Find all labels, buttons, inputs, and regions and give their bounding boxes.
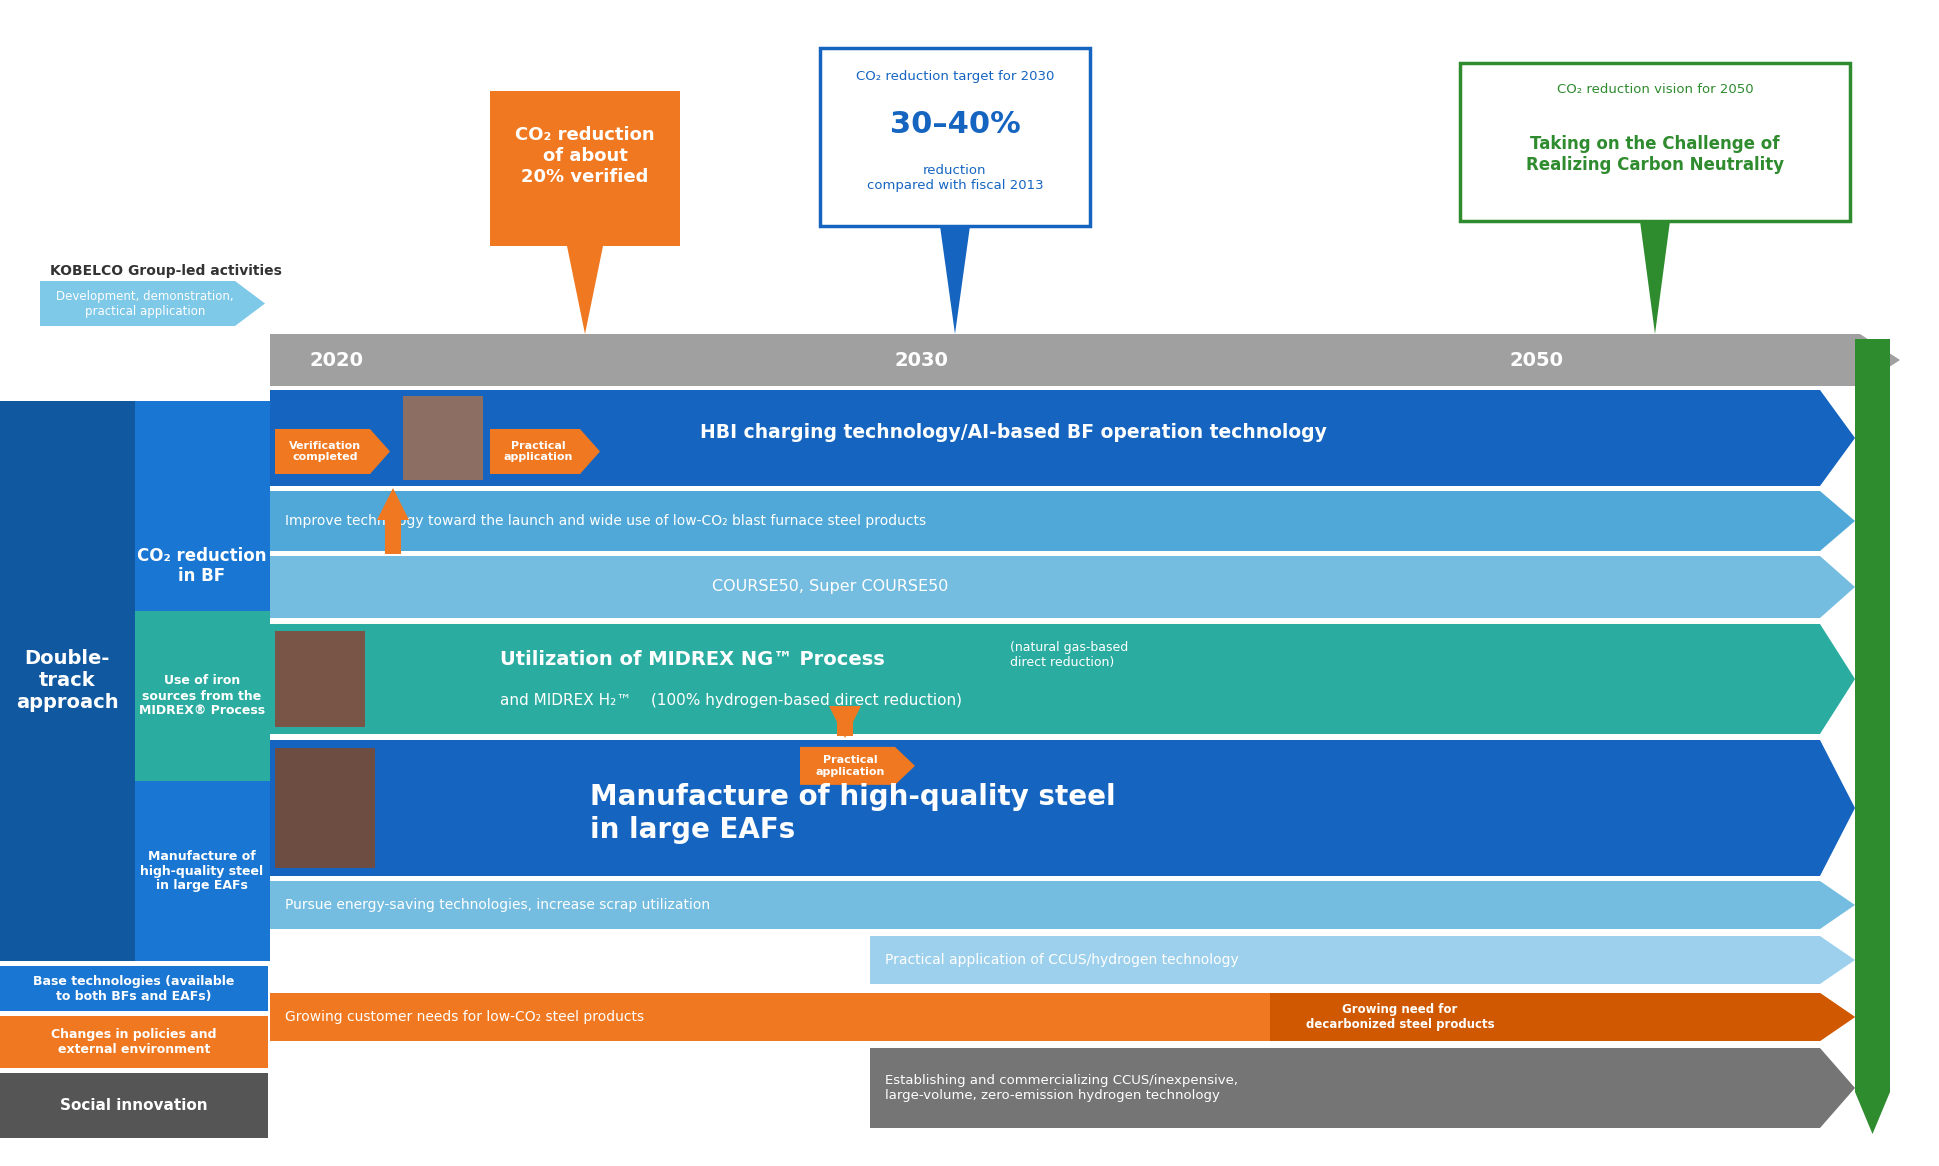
Text: Development, demonstration,
practical application: Development, demonstration, practical ap… <box>56 290 235 318</box>
FancyBboxPatch shape <box>491 91 681 246</box>
Polygon shape <box>270 993 1854 1041</box>
Text: Social innovation: Social innovation <box>60 1098 207 1114</box>
Polygon shape <box>828 705 861 738</box>
Polygon shape <box>1638 222 1669 333</box>
Text: Double-
track
approach: Double- track approach <box>16 649 118 712</box>
Text: CO₂ reduction
of about
20% verified: CO₂ reduction of about 20% verified <box>516 126 655 185</box>
Polygon shape <box>376 489 409 520</box>
Polygon shape <box>491 429 599 475</box>
Text: Base technologies (available
to both BFs and EAFs): Base technologies (available to both BFs… <box>33 975 235 1003</box>
Text: HBI charging technology/AI-based BF operation technology: HBI charging technology/AI-based BF oper… <box>700 423 1326 443</box>
Text: Growing customer needs for low-CO₂ steel products: Growing customer needs for low-CO₂ steel… <box>285 1010 644 1024</box>
Polygon shape <box>41 281 266 326</box>
FancyBboxPatch shape <box>384 520 401 554</box>
FancyBboxPatch shape <box>1460 63 1850 222</box>
Polygon shape <box>275 429 390 475</box>
Text: Growing need for
decarbonized steel products: Growing need for decarbonized steel prod… <box>1305 1003 1493 1031</box>
Text: and MIDREX H₂™    (100% hydrogen-based direct reduction): and MIDREX H₂™ (100% hydrogen-based dire… <box>500 694 962 709</box>
Polygon shape <box>270 491 1854 552</box>
Text: reduction
compared with fiscal 2013: reduction compared with fiscal 2013 <box>867 164 1043 192</box>
Text: CO₂ reduction vision for 2050: CO₂ reduction vision for 2050 <box>1555 83 1753 97</box>
FancyBboxPatch shape <box>403 396 483 480</box>
Text: CO₂ reduction target for 2030: CO₂ reduction target for 2030 <box>855 70 1053 83</box>
Polygon shape <box>869 936 1854 984</box>
Polygon shape <box>1854 1093 1889 1135</box>
Text: (natural gas-based
direct reduction): (natural gas-based direct reduction) <box>1010 641 1128 669</box>
Polygon shape <box>1270 993 1854 1041</box>
FancyBboxPatch shape <box>0 1016 268 1068</box>
FancyBboxPatch shape <box>0 965 268 1011</box>
Polygon shape <box>270 556 1854 618</box>
FancyBboxPatch shape <box>820 48 1090 226</box>
Polygon shape <box>270 740 1854 876</box>
Text: 2030: 2030 <box>894 351 948 370</box>
Polygon shape <box>940 226 970 333</box>
FancyBboxPatch shape <box>275 631 365 726</box>
Text: Practical
application: Practical application <box>814 756 884 777</box>
Text: KOBELCO Group-led activities: KOBELCO Group-led activities <box>50 264 281 278</box>
Text: COURSE50, Super COURSE50: COURSE50, Super COURSE50 <box>712 580 948 595</box>
Text: Changes in policies and
external environment: Changes in policies and external environ… <box>50 1028 217 1056</box>
Text: 2020: 2020 <box>310 351 365 370</box>
FancyBboxPatch shape <box>0 1073 268 1138</box>
Text: Utilization of MIDREX NG™ Process: Utilization of MIDREX NG™ Process <box>500 649 884 668</box>
Polygon shape <box>270 389 1854 486</box>
Text: CO₂ reduction
in BF: CO₂ reduction in BF <box>138 547 268 585</box>
Text: Manufacture of
high-quality steel
in large EAFs: Manufacture of high-quality steel in lar… <box>140 850 264 892</box>
Text: Improve technology toward the launch and wide use of low-CO₂ blast furnace steel: Improve technology toward the launch and… <box>285 514 925 528</box>
Polygon shape <box>566 246 603 333</box>
Text: Establishing and commercializing CCUS/inexpensive,
large-volume, zero-emission h: Establishing and commercializing CCUS/in… <box>884 1074 1237 1102</box>
FancyBboxPatch shape <box>136 611 270 781</box>
Polygon shape <box>270 881 1854 929</box>
Text: Practical application of CCUS/hydrogen technology: Practical application of CCUS/hydrogen t… <box>884 953 1239 967</box>
Text: Practical
application: Practical application <box>502 441 572 462</box>
FancyBboxPatch shape <box>275 749 374 868</box>
Text: Use of iron
sources from the
MIDREX® Process: Use of iron sources from the MIDREX® Pro… <box>140 674 266 717</box>
Polygon shape <box>869 1048 1854 1128</box>
Text: Verification
completed: Verification completed <box>289 441 361 462</box>
Text: Pursue energy-saving technologies, increase scrap utilization: Pursue energy-saving technologies, incre… <box>285 898 710 912</box>
Polygon shape <box>799 747 915 785</box>
Polygon shape <box>270 624 1854 735</box>
Text: 2050: 2050 <box>1509 351 1563 370</box>
FancyBboxPatch shape <box>1854 339 1889 1093</box>
Polygon shape <box>270 333 1898 386</box>
FancyBboxPatch shape <box>836 705 853 736</box>
FancyBboxPatch shape <box>136 401 270 961</box>
Text: Manufacture of high-quality steel
in large EAFs: Manufacture of high-quality steel in lar… <box>589 784 1115 844</box>
Text: Taking on the Challenge of
Realizing Carbon Neutrality: Taking on the Challenge of Realizing Car… <box>1526 135 1784 174</box>
Text: 30–40%: 30–40% <box>890 110 1020 139</box>
FancyBboxPatch shape <box>0 401 136 961</box>
